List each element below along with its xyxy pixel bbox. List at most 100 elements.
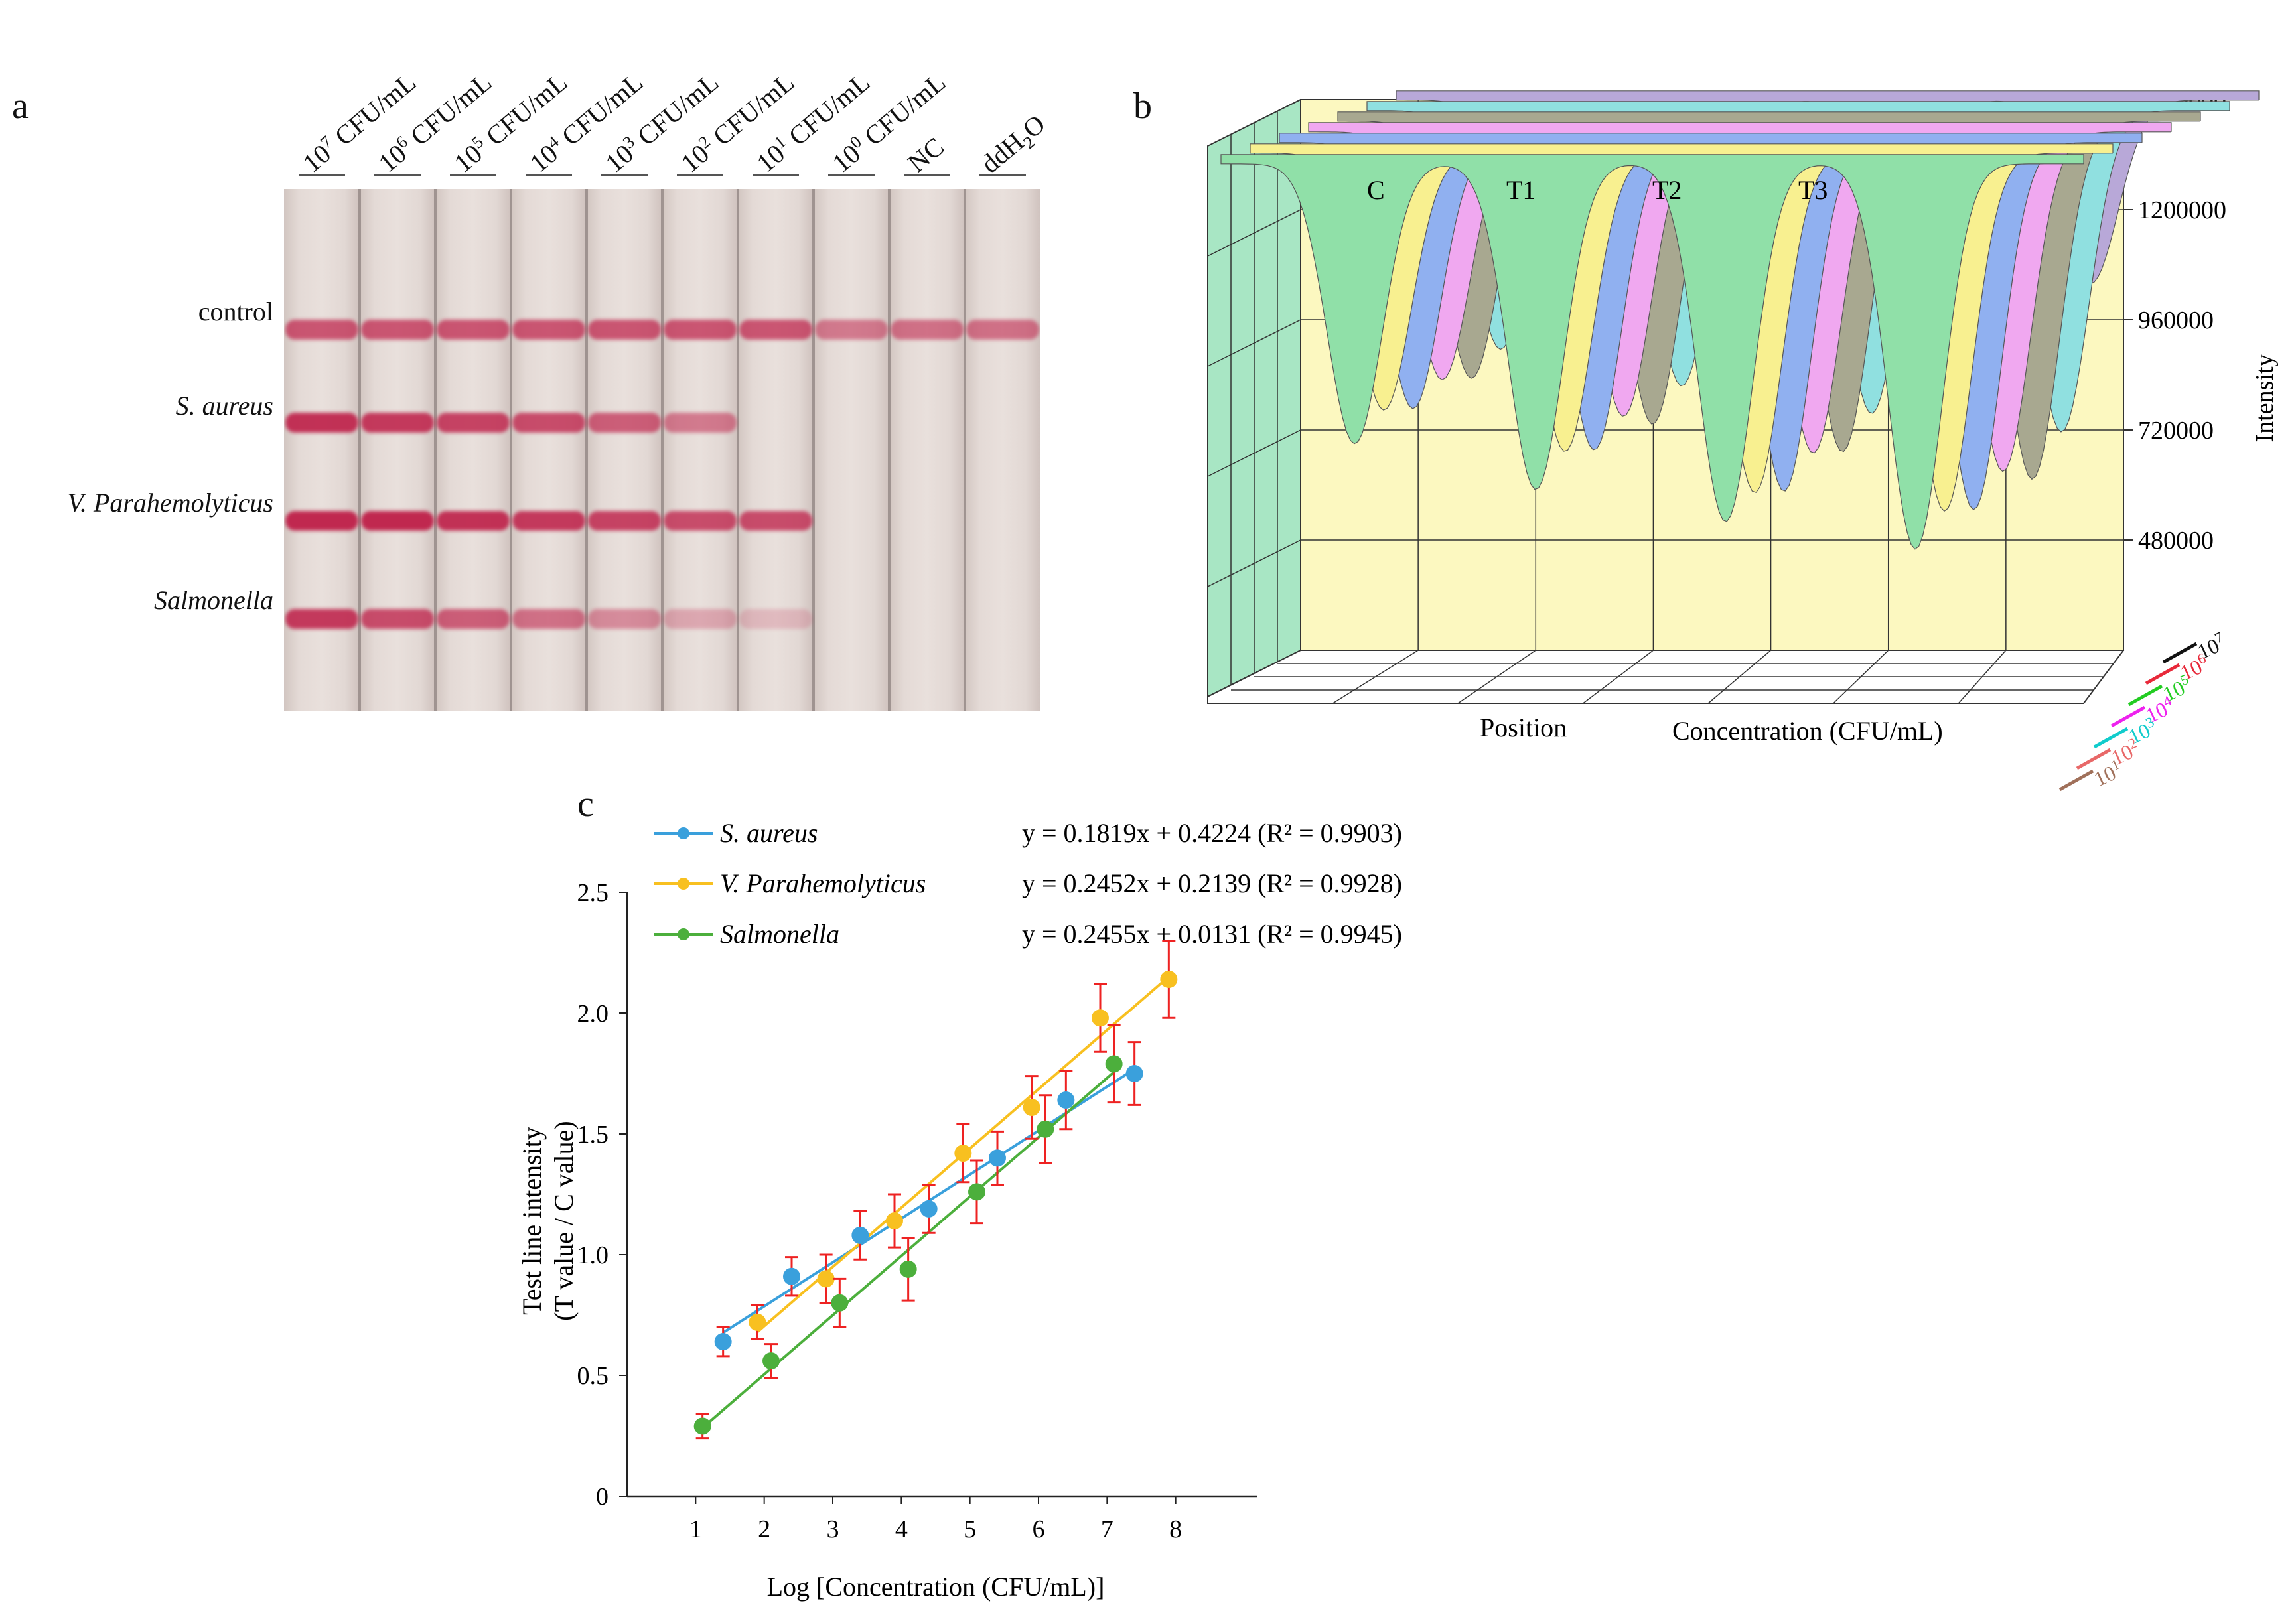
legend-series-name: V. Parahemolyticus (720, 869, 926, 898)
test-band (588, 320, 661, 340)
z-axis-title: Concentration (CFU/mL) (1672, 716, 1943, 746)
x-tick-label: 4 (895, 1515, 908, 1543)
concentration-legend-mark (2127, 684, 2163, 707)
test-band (285, 511, 358, 531)
test-band (285, 320, 358, 340)
y-tick-label: 480000 (2138, 527, 2214, 555)
x-tick-label: 5 (964, 1515, 976, 1543)
test-band (437, 413, 510, 433)
data-point (714, 1333, 732, 1351)
lane-label-dash (374, 174, 421, 176)
data-point (817, 1270, 835, 1288)
lane-label-dash (753, 174, 799, 176)
lane-label-dash (526, 174, 572, 176)
lane-label-dash (450, 174, 496, 176)
test-band (739, 320, 812, 340)
x-tick-label: 7 (1101, 1515, 1113, 1543)
data-point (1057, 1091, 1075, 1109)
peak-label: T3 (1798, 175, 1828, 205)
lane-label-dash (299, 174, 345, 176)
test-band (739, 511, 812, 531)
test-band (361, 413, 434, 433)
panel-b-3d-intensity-chart: 48000072000096000012000001440000CT1T2T3I… (1207, 86, 2279, 791)
lane-label-dash (601, 174, 648, 176)
test-band (512, 320, 585, 340)
concentration-legend-mark (2093, 727, 2129, 749)
y-tick-label: 960000 (2138, 307, 2214, 334)
strip-lane (587, 189, 662, 711)
test-band (361, 320, 434, 340)
test-band (664, 511, 737, 531)
test-band (512, 609, 585, 629)
intensity-ridge (1220, 154, 2084, 550)
x-tick-label: 1 (689, 1515, 702, 1543)
y-tick-label: 1200000 (2138, 196, 2226, 224)
test-band (285, 609, 358, 629)
x-tick-label: 8 (1169, 1515, 1182, 1543)
x-axis-title: Log [Concentration (CFU/mL)] (767, 1572, 1105, 1602)
peak-label: T2 (1652, 175, 1682, 205)
row-label: V. Parahemolyticus (67, 488, 273, 518)
data-point (989, 1149, 1006, 1167)
concentration-legend-mark (2110, 705, 2146, 728)
strip-divider (812, 189, 815, 711)
y-tick-label: 0 (596, 1483, 609, 1511)
strip-divider (434, 189, 437, 711)
x-tick-label: 3 (827, 1515, 839, 1543)
test-band (437, 320, 510, 340)
strip-divider (358, 189, 361, 711)
row-label: Salmonella (154, 585, 273, 615)
legend-equation: y = 0.2452x + 0.2139 (R² = 0.9928) (1022, 869, 1402, 898)
panel-c-linear-fit-chart: 0 0.5 1.0 1.5 2.0 2.5 1 2 3 4 5 6 7 8 Log [Concentrati… (517, 818, 1402, 1602)
test-band (664, 320, 737, 340)
data-point (899, 1260, 917, 1278)
test-band (512, 511, 585, 531)
strip-lane (511, 189, 587, 711)
lane-label: NC (902, 131, 950, 178)
strip-lane (738, 189, 814, 711)
strip-lane (814, 189, 889, 711)
test-band (891, 320, 964, 340)
legend-swatch-marker (678, 827, 689, 839)
test-band (966, 320, 1039, 340)
strip-lane (435, 189, 511, 711)
test-band (512, 413, 585, 433)
lane-label-dash (828, 174, 875, 176)
data-point (693, 1417, 711, 1435)
test-band (815, 320, 888, 340)
test-band (588, 413, 661, 433)
test-band (285, 413, 358, 433)
data-point (749, 1313, 766, 1331)
x-tick-label: 6 (1033, 1515, 1045, 1543)
strip-lane (360, 189, 435, 711)
data-point (1037, 1120, 1054, 1138)
data-point (1023, 1098, 1040, 1116)
test-strip-photo (284, 189, 1040, 711)
peak-label: T1 (1506, 175, 1536, 205)
data-point (1160, 971, 1178, 989)
y-tick-label: 2.5 (577, 879, 609, 907)
test-band (437, 511, 510, 531)
y-tick-label: 1.0 (577, 1241, 609, 1269)
data-point (968, 1183, 985, 1201)
data-point (762, 1352, 780, 1370)
test-band (664, 609, 737, 629)
concentration-legend-mark (2162, 642, 2198, 664)
data-point (920, 1200, 938, 1218)
data-point (1105, 1055, 1123, 1073)
lane-label: ddH2O (975, 108, 1051, 179)
y-axis-title-line2: (T value / C value) (549, 1121, 579, 1320)
panel-letter-a: a (12, 86, 29, 127)
strip-divider (661, 189, 664, 711)
test-band (739, 609, 812, 629)
y-axis-title: Intensity (2251, 354, 2279, 443)
concentration-legend-mark (2076, 748, 2112, 770)
test-band (437, 609, 510, 629)
x-axis-title: Position (1480, 713, 1567, 742)
strip-divider (888, 189, 891, 711)
test-band (588, 609, 661, 629)
panel-letter-b: b (1133, 86, 1152, 127)
y-axis-title-line1: Test line intensity (517, 1127, 547, 1315)
data-point (954, 1145, 972, 1162)
test-band (361, 511, 434, 531)
